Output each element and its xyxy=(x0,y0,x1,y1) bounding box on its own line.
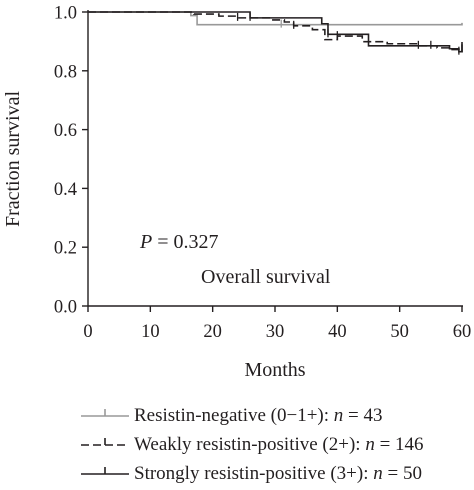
legend-swatch-strongly xyxy=(81,467,129,475)
legend-entry-weakly: Weakly resistin-positive (2+): n = 146 xyxy=(80,433,472,457)
x-axis-title: Months xyxy=(244,359,305,381)
legend-label-negative: Resistin-negative (0−1+): n = 43 xyxy=(134,405,383,426)
legend-swatch-negative xyxy=(81,409,129,417)
legend-entry-strongly: Strongly resistin-positive (3+): n = 50 xyxy=(80,462,472,486)
y-tick-label: 0.0 xyxy=(54,298,77,318)
y-tick-label: 0.8 xyxy=(54,62,77,82)
legend-label-weakly: Weakly resistin-positive (2+): n = 146 xyxy=(134,434,424,455)
x-tick-label: 60 xyxy=(453,322,472,342)
x-tick-label: 10 xyxy=(141,322,160,342)
y-tick-label: 0.6 xyxy=(54,121,77,141)
legend-label-strongly: Strongly resistin-positive (3+): n = 50 xyxy=(134,463,422,484)
y-tick-label: 0.4 xyxy=(54,180,77,200)
overall-survival-annotation: Overall survival xyxy=(201,266,331,288)
survival-chart: 0.0 0.2 0.4 0.6 0.8 1.0 0 10 20 30 40 50 60 Fraction … xyxy=(2,4,472,382)
legend-swatch-weakly xyxy=(81,438,129,446)
legend-entry-negative: Resistin-negative (0−1+): n = 43 xyxy=(80,404,472,428)
x-tick-label: 30 xyxy=(266,322,285,342)
x-tick-label: 0 xyxy=(83,322,92,342)
survival-curve-2 xyxy=(88,11,463,53)
survival-curve-1 xyxy=(88,11,463,53)
x-tick-label: 20 xyxy=(203,322,222,342)
x-tick-label: 50 xyxy=(390,322,409,342)
survival-curve-0 xyxy=(88,11,463,26)
y-tick-label: 1.0 xyxy=(54,4,77,24)
y-axis-title: Fraction survival xyxy=(2,91,24,228)
x-tick-label: 40 xyxy=(328,322,347,342)
y-tick-label: 0.2 xyxy=(54,239,77,259)
p-value-annotation: P = 0.327 xyxy=(139,231,219,253)
